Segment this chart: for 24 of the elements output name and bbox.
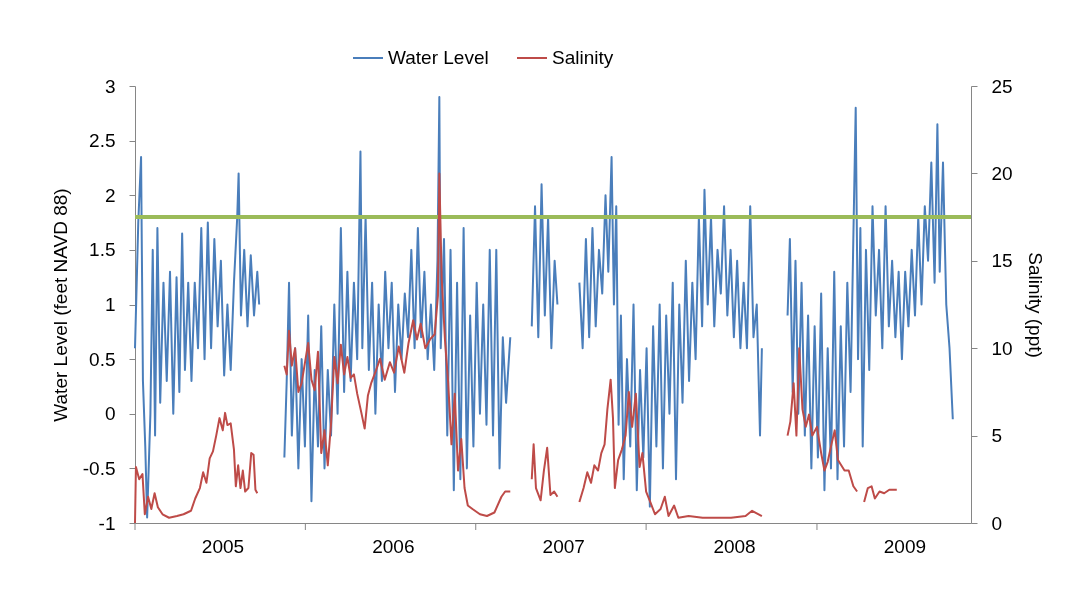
y-tick-label: 2 (104, 184, 116, 206)
legend-label: Salinity (552, 47, 614, 68)
y-tick-label: -1 (98, 512, 116, 534)
y2-axis-title: Salinity (ppt) (1024, 252, 1046, 358)
x-tick-label: 2008 (713, 535, 756, 557)
x-tick-label: 2007 (542, 535, 585, 557)
y2-tick-label: 10 (991, 337, 1013, 359)
y2-tick-label: 15 (991, 250, 1013, 272)
y2-tick-label: 25 (991, 75, 1013, 97)
x-tick-label: 2005 (201, 535, 245, 557)
y2-tick-label: 5 (991, 425, 1003, 447)
y-tick-label: 1.5 (89, 239, 116, 261)
x-tick-label: 2009 (883, 535, 927, 557)
x-tick-label: 2006 (372, 535, 415, 557)
legend-label: Water Level (388, 47, 489, 68)
y-tick-label: 0 (104, 403, 116, 425)
y2-tick-label: 0 (991, 512, 1003, 534)
y-axis-title: Water Level (feet NAVD 88) (49, 188, 71, 422)
y2-tick-label: 20 (991, 162, 1013, 184)
y-tick-label: 1 (104, 294, 116, 315)
y-tick-label: -0.5 (82, 457, 116, 479)
y-tick-label: 0.5 (89, 348, 116, 370)
y-tick-label: 2.5 (89, 130, 116, 152)
y-tick-label: 3 (104, 75, 116, 97)
